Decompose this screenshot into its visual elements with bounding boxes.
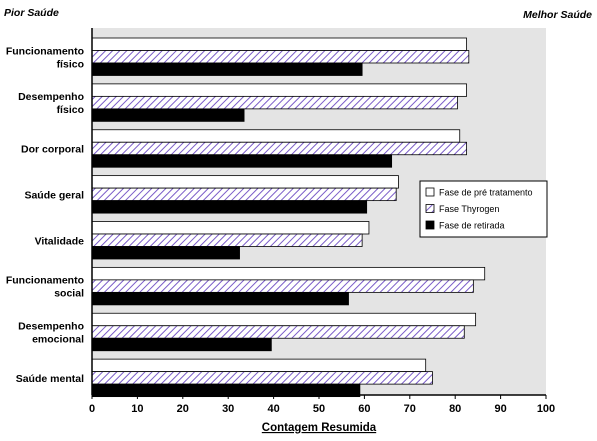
category-label: Saúde mental — [16, 373, 84, 385]
bar-fase-de-pre-tratamento-4 — [91, 175, 399, 189]
x-tick-label: 70 — [404, 403, 416, 415]
bar-fase-de-retirada-6 — [91, 291, 349, 306]
category-label-line: Dor corporal — [21, 144, 84, 156]
x-tick-label: 0 — [89, 403, 95, 415]
category-label-line: Desempenho — [18, 91, 84, 103]
category-label-line: físico — [57, 104, 84, 116]
bar-fase-de-retirada-5 — [91, 246, 240, 260]
x-tick-label: 20 — [177, 403, 189, 415]
legend-swatch-fase-de-pre-tratamento — [425, 187, 435, 197]
category-label: Dor corporal — [21, 144, 84, 156]
bar-fase-de-pre-tratamento-2 — [91, 83, 467, 97]
x-tick-label: 40 — [267, 403, 279, 415]
bar-fase-de-pre-tratamento-6 — [91, 266, 486, 281]
category-label-line: físico — [57, 58, 84, 70]
x-tick-label: 80 — [449, 403, 461, 415]
category-label-line: Saúde geral — [24, 189, 84, 201]
bar-fase-thyrogen-8 — [91, 371, 433, 385]
category-label-line: Funcionamento — [6, 275, 84, 287]
bar-fase-de-retirada-4 — [91, 200, 368, 214]
bar-fase-thyrogen-6 — [91, 279, 474, 293]
x-tick-label: 10 — [131, 403, 143, 415]
bar-fase-de-retirada-3 — [91, 154, 393, 168]
x-axis-ticks: 0 10 20 30 40 50 60 70 80 90 100 — [89, 395, 555, 415]
category-label: Funcionamento social — [6, 275, 84, 300]
category-label: Vitalidade — [35, 235, 85, 247]
better-health-label: Melhor Saúde — [523, 9, 592, 21]
category-label: Desempenho físico — [18, 91, 84, 116]
bar-fase-thyrogen-7 — [91, 325, 465, 339]
bar-fase-de-pre-tratamento-7 — [91, 312, 477, 327]
category-label-line: Saúde mental — [16, 373, 84, 385]
category-label-line: Funcionamento — [6, 45, 84, 57]
bar-fase-de-pre-tratamento-3 — [91, 129, 461, 143]
worse-health-label: Pior Saúde — [4, 7, 59, 19]
legend-swatch-fase-thyrogen — [425, 204, 435, 213]
x-tick-label: 30 — [222, 403, 234, 415]
legend-label-fase-de-retirada: Fase de retirada — [439, 221, 505, 231]
legend: Fase de pré tratamento Fase Thyrogen Fase … — [419, 180, 548, 238]
x-tick-label: 60 — [358, 403, 370, 415]
bar-fase-de-pre-tratamento-1 — [91, 37, 467, 51]
bar-fase-de-retirada-2 — [91, 108, 245, 122]
x-tick-label: 50 — [313, 403, 325, 415]
bar-fase-thyrogen-5 — [91, 233, 363, 247]
bar-fase-de-retirada-1 — [91, 62, 363, 76]
bar-fase-thyrogen-4 — [91, 187, 397, 202]
bar-fase-de-pre-tratamento-8 — [91, 358, 427, 373]
legend-swatch-fase-de-retirada — [425, 220, 435, 230]
x-axis-title: Contagem Resumida — [262, 422, 377, 434]
bar-fase-thyrogen-1 — [91, 50, 470, 64]
x-tick-label: 100 — [537, 403, 555, 415]
category-label-line: Vitalidade — [35, 235, 85, 247]
category-label: Desempenho emocional — [18, 321, 84, 346]
category-label: Funcionamento físico — [6, 45, 84, 70]
category-label: Saúde geral — [24, 189, 84, 201]
bar-fase-de-retirada-7 — [91, 337, 272, 352]
legend-box — [419, 180, 548, 238]
x-tick-label: 90 — [494, 403, 506, 415]
category-label-line: emocional — [32, 334, 84, 346]
bar-fase-thyrogen-3 — [91, 141, 467, 156]
category-label-line: Desempenho — [18, 321, 84, 333]
bar-fase-de-pre-tratamento-5 — [91, 221, 370, 235]
category-label-line: social — [54, 288, 84, 300]
bar-fase-thyrogen-2 — [91, 95, 458, 110]
legend-label-fase-thyrogen: Fase Thyrogen — [439, 204, 499, 214]
legend-label-fase-de-pre-tratamento: Fase de pré tratamento — [439, 188, 533, 198]
